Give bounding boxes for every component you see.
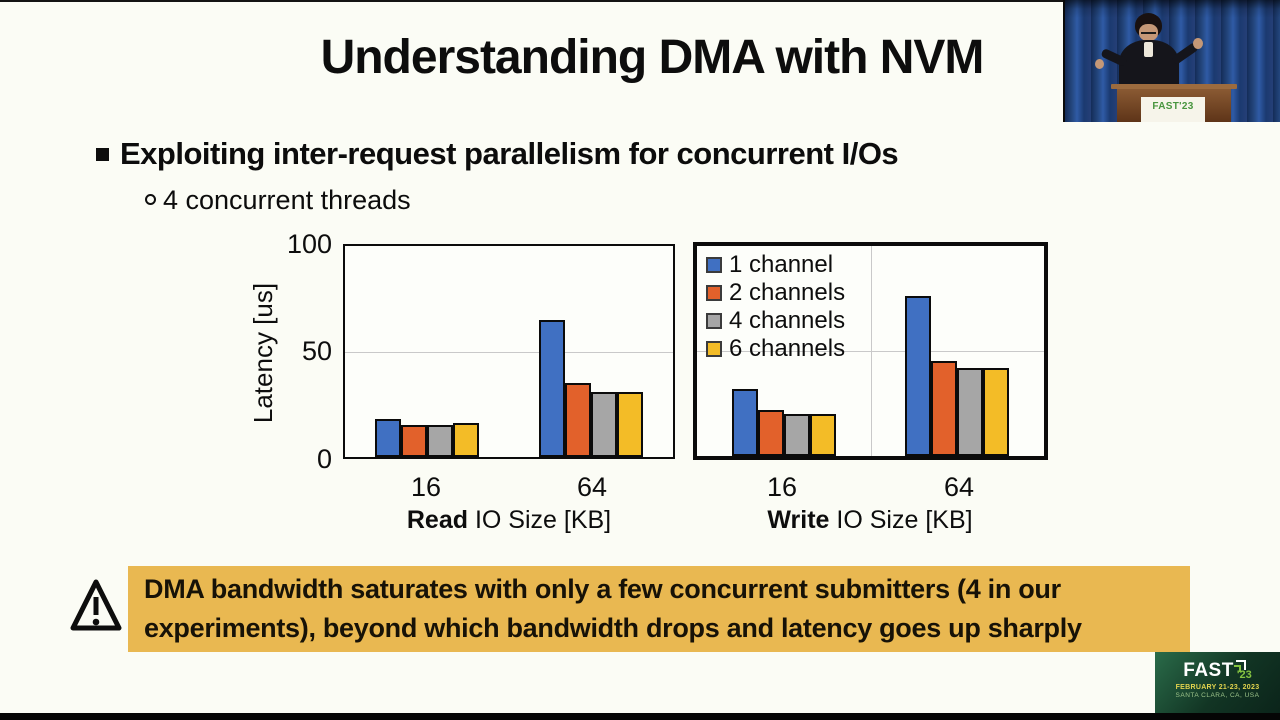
warning-triangle-icon: [70, 577, 122, 640]
write-axis-rest: IO Size [KB]: [829, 506, 973, 534]
speaker-video-feed: FAST'23: [1063, 0, 1280, 122]
top-border: [0, 0, 1280, 2]
fast23-corner-bracket-icon: [1233, 660, 1246, 672]
chart-legend: 1 channel 2 channels 4 channels 6 channe…: [706, 251, 845, 363]
bar-1-channel-16KB: [732, 389, 758, 456]
warning-line-2: experiments), beyond which bandwidth dro…: [144, 613, 1082, 643]
y-tick-50: 50: [301, 336, 332, 366]
bottom-border: [0, 713, 1280, 720]
bullet-item: Exploiting inter-request parallelism for…: [96, 136, 899, 172]
bar-2-channels-16KB: [758, 410, 784, 456]
bullet-text: Exploiting inter-request parallelism for…: [120, 136, 899, 171]
legend-swatch-2-channels: [706, 285, 722, 301]
fast23-logo-year: '23: [1236, 669, 1252, 681]
legend-item-6-channels: 6 channels: [706, 335, 845, 363]
sub-bullet-text: 4 concurrent threads: [163, 185, 411, 215]
write-chart-plot: 1 channel 2 channels 4 channels 6 channe…: [693, 242, 1048, 460]
bar-1-channel-16KB: [375, 419, 401, 457]
write-x-axis-title: Write IO Size [KB]: [695, 506, 1045, 535]
bar-6-channels-64KB: [617, 392, 643, 457]
bar-4-channels-64KB: [591, 392, 617, 457]
read-bold-word: Read: [406, 506, 469, 534]
bar-4-channels-64KB: [957, 368, 983, 456]
bar-6-channels-16KB: [453, 423, 479, 457]
legend-label: 4 channels: [729, 307, 846, 334]
legend-label: 2 channels: [729, 279, 846, 306]
sub-bullet-item: 4 concurrent threads: [145, 185, 411, 216]
square-bullet-icon: [96, 148, 109, 161]
fast23-logo-location: SANTA CLARA, CA, USA: [1175, 692, 1260, 699]
gridline-50: [345, 351, 673, 353]
bar-2-channels-64KB: [931, 361, 957, 456]
read-chart-plot: [343, 244, 675, 459]
read-x-tick-16: 16: [410, 472, 442, 502]
read-axis-rest: IO Size [KB]: [468, 506, 612, 534]
bar-1-channel-64KB: [539, 320, 565, 457]
warning-callout-box: DMA bandwidth saturates with only a few …: [128, 566, 1190, 652]
legend-label: 6 channels: [729, 335, 846, 362]
circle-bullet-icon: [145, 194, 156, 205]
write-bold-word: Write: [767, 506, 830, 534]
legend-item-1-channel: 1 channel: [706, 251, 845, 279]
speaker-right-hand: [1193, 38, 1203, 49]
speaker-shirt: [1144, 42, 1153, 57]
bar-4-channels-16KB: [784, 414, 810, 456]
legend-swatch-6-channels: [706, 341, 722, 357]
y-tick-100: 100: [286, 229, 332, 259]
legend-item-2-channels: 2 channels: [706, 279, 845, 307]
fast23-logo-date: FEBRUARY 21-23, 2023: [1175, 684, 1260, 691]
legend-label: 1 channel: [729, 251, 834, 278]
bar-6-channels-16KB: [810, 414, 836, 456]
warning-line-1: DMA bandwidth saturates with only a few …: [144, 574, 1061, 604]
read-x-tick-64: 64: [576, 472, 608, 502]
read-x-axis-title: Read IO Size [KB]: [334, 506, 684, 535]
page-title: Understanding DMA with NVM: [320, 31, 985, 84]
podium-placard: FAST'23: [1141, 97, 1205, 122]
speaker-left-hand: [1095, 59, 1104, 69]
podium-top: [1111, 84, 1237, 89]
bar-4-channels-16KB: [427, 425, 453, 457]
write-x-tick-64: 64: [943, 472, 975, 502]
fast23-logo: FAST '23 FEBRUARY 21-23, 2023 SANTA CLAR…: [1155, 652, 1280, 713]
bar-6-channels-64KB: [983, 368, 1009, 456]
legend-swatch-1-channel: [706, 257, 722, 273]
fast23-logo-row: FAST '23: [1155, 660, 1280, 681]
legend-swatch-4-channels: [706, 313, 722, 329]
bar-2-channels-64KB: [565, 383, 591, 457]
gridline-vertical: [870, 246, 872, 456]
bar-2-channels-16KB: [401, 425, 427, 457]
fast23-logo-name: FAST: [1183, 660, 1234, 681]
write-x-tick-16: 16: [766, 472, 798, 502]
y-tick-0: 0: [316, 444, 332, 474]
bar-1-channel-64KB: [905, 296, 931, 456]
legend-item-4-channels: 4 channels: [706, 307, 845, 335]
podium-placard-text: FAST'23: [1152, 101, 1194, 112]
speaker-glasses: [1141, 29, 1156, 34]
